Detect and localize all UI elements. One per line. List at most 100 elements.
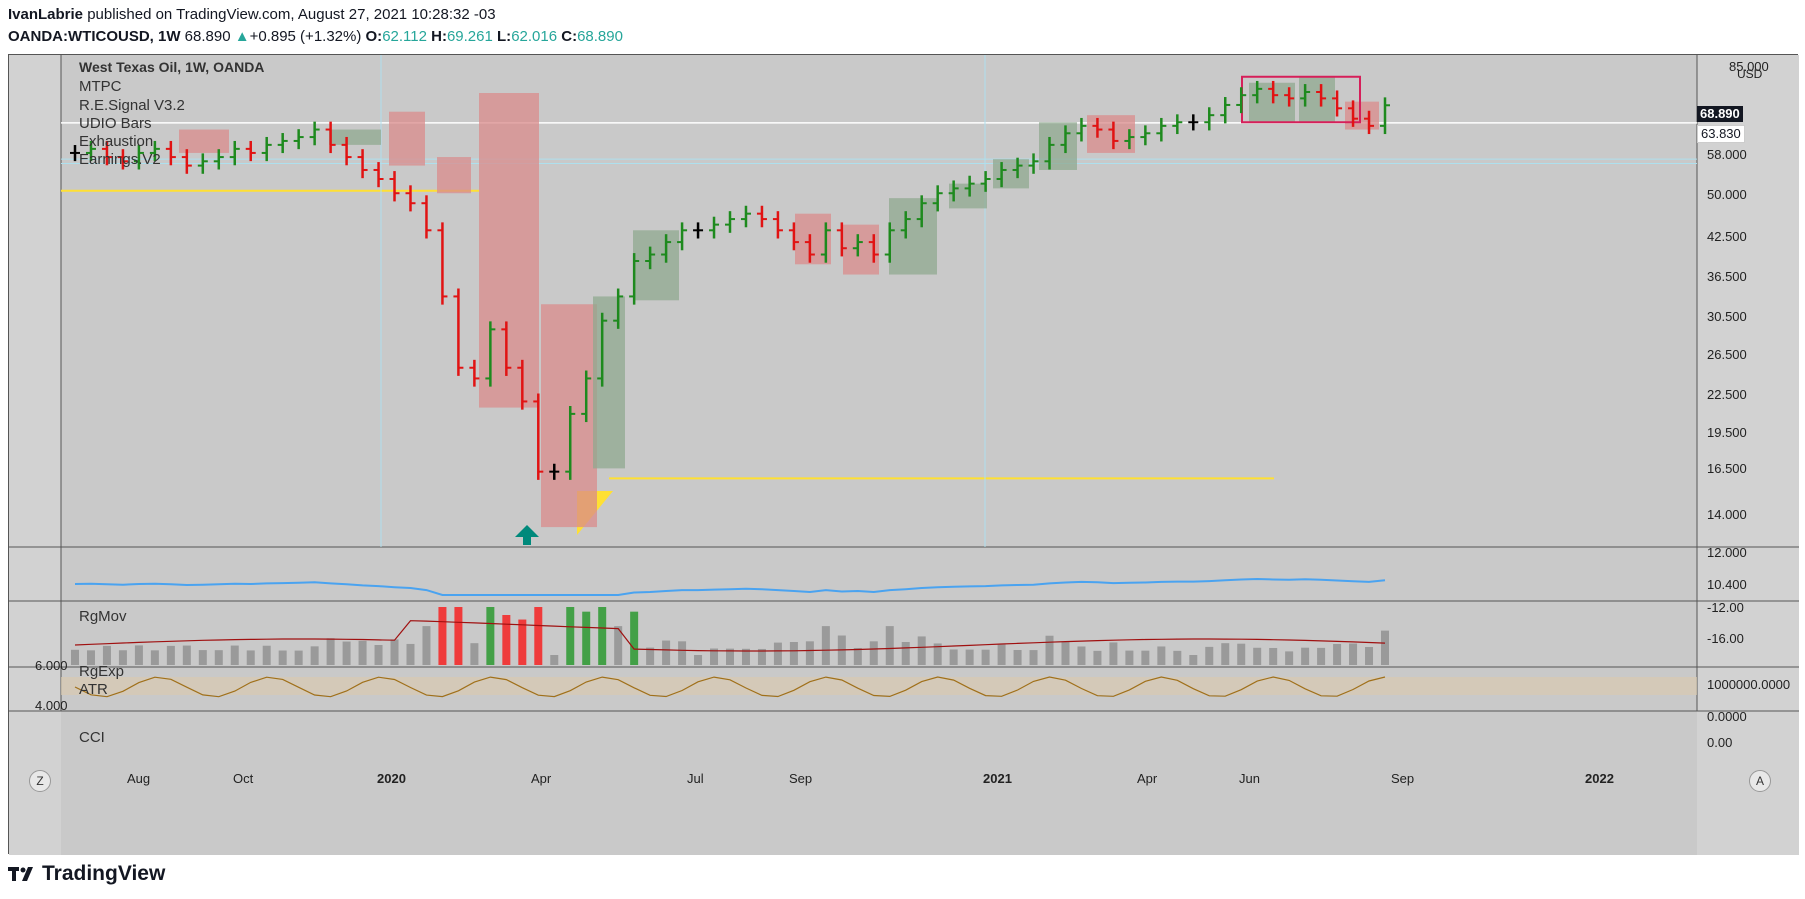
volume-bar [118, 650, 127, 665]
time-tick: Sep [789, 771, 813, 786]
rgmov-tick: -16.00 [1707, 631, 1744, 646]
legend-item-earnings[interactable]: Earnings.V2 [79, 151, 161, 168]
volume-bar [965, 649, 974, 665]
volume-bar [502, 615, 511, 665]
volume-bar [1349, 643, 1358, 665]
volume-bar [1301, 647, 1310, 665]
rgexp-left-tick: 4.000 [35, 698, 68, 713]
volume-bar [1109, 642, 1118, 665]
volume-bar [1141, 650, 1150, 665]
volume-bar [262, 645, 271, 665]
price-tick: 14.000 [1707, 507, 1747, 522]
price-tick: 85.000 [1729, 59, 1769, 74]
volume-bar [278, 650, 287, 665]
low-value: 62.016 [511, 28, 558, 45]
price-tick: 22.500 [1707, 387, 1747, 402]
rgmov-tick: -12.00 [1707, 600, 1744, 615]
volume-bar [150, 650, 159, 665]
atr-label[interactable]: ATR [79, 681, 108, 698]
volume-bar [789, 642, 798, 665]
current-price-tag: 68.890 [1697, 106, 1743, 122]
brand-label: TradingView [42, 862, 166, 885]
chart-background [9, 55, 1799, 855]
price-tick: 42.500 [1707, 229, 1747, 244]
price-tick: 58.000 [1707, 147, 1747, 162]
auto-scale-button[interactable]: A [1749, 770, 1771, 792]
volume-bar [1077, 646, 1086, 665]
chart-frame[interactable]: West Texas Oil, 1W, OANDA MTPC R.E.Signa… [8, 54, 1799, 855]
volume-bar [710, 648, 719, 665]
volume-bar [662, 640, 671, 665]
volume-bar [374, 645, 383, 665]
volume-bar [550, 655, 559, 665]
author-name[interactable]: IvanLabrie [8, 6, 84, 23]
legend-item-exhaustion[interactable]: Exhaustion [79, 133, 154, 150]
tradingview-logo-icon [8, 865, 36, 883]
legend-item-mtpc[interactable]: MTPC [79, 78, 122, 95]
timezone-button[interactable]: Z [29, 770, 51, 792]
volume-bar [805, 641, 814, 665]
volume-bar [1333, 644, 1342, 665]
time-tick: Apr [531, 771, 552, 786]
volume-bar [198, 650, 207, 665]
price-tick: 16.500 [1707, 461, 1747, 476]
volume-bar [454, 607, 463, 665]
price-axis-area [1697, 55, 1799, 855]
volume-bar [518, 619, 527, 665]
rgexp-left-tick: 6.000 [35, 658, 68, 673]
volume-bar [1189, 655, 1198, 665]
high-value: 69.261 [446, 28, 493, 45]
volume-bar [901, 642, 910, 665]
open-value: 62.112 [382, 28, 427, 45]
left-axis-area [9, 55, 61, 855]
rgexp-right-tick: 0.0000 [1707, 709, 1747, 724]
signal-box [889, 198, 937, 275]
rgexp-label[interactable]: RgExp [79, 663, 125, 680]
volume-bar [757, 648, 766, 665]
volume-bar [134, 645, 143, 665]
volume-bar [326, 638, 335, 665]
volume-bar [933, 643, 942, 665]
close-value: 68.890 [577, 28, 623, 45]
volume-bar [853, 647, 862, 665]
symbol-name[interactable]: OANDA:WTICOUSD, 1W [8, 28, 181, 45]
signal-box [633, 230, 679, 301]
volume-bar [1317, 647, 1326, 665]
volume-bar [358, 640, 367, 665]
signal-box [389, 111, 425, 166]
volume-bar [1093, 650, 1102, 665]
volume-bar [246, 650, 255, 665]
rgmov-label[interactable]: RgMov [79, 608, 127, 625]
volume-bar [438, 607, 447, 665]
time-tick: Jun [1239, 771, 1260, 786]
volume-bar [1365, 647, 1374, 665]
atr-line [74, 620, 1386, 652]
volume-bar [182, 645, 191, 665]
volume-bar [1253, 647, 1262, 665]
volume-bar [342, 641, 351, 665]
volume-bar [726, 648, 734, 665]
legend-title[interactable]: West Texas Oil, 1W, OANDA [79, 59, 265, 75]
time-tick: Apr [1137, 771, 1158, 786]
volume-bar [390, 639, 399, 665]
open-label: O: [365, 28, 383, 45]
chart-canvas[interactable] [9, 55, 1799, 855]
low-label: L: [497, 28, 512, 45]
signal-box [593, 296, 625, 469]
volume-bar [1285, 651, 1294, 665]
volume-bar [1237, 643, 1246, 665]
volume-bar [1013, 650, 1022, 665]
volume-bar [1205, 646, 1214, 665]
volume-bar [1029, 650, 1038, 665]
volume-bar [741, 648, 750, 665]
cci-label[interactable]: CCI [79, 729, 105, 746]
price-tick: 10.400 [1707, 577, 1747, 592]
volume-bar [230, 645, 239, 665]
tradingview-brand[interactable]: TradingView [8, 862, 165, 886]
signal-box [1087, 115, 1135, 153]
legend-item-udio-bars[interactable]: UDIO Bars [79, 115, 152, 132]
signal-box [179, 129, 229, 153]
symbol-line: OANDA:WTICOUSD, 1W 68.890 ▲+0.895 (+1.32… [8, 26, 1788, 48]
legend-item-resignal[interactable]: R.E.Signal V3.2 [79, 97, 185, 114]
volume-bar [949, 649, 958, 665]
